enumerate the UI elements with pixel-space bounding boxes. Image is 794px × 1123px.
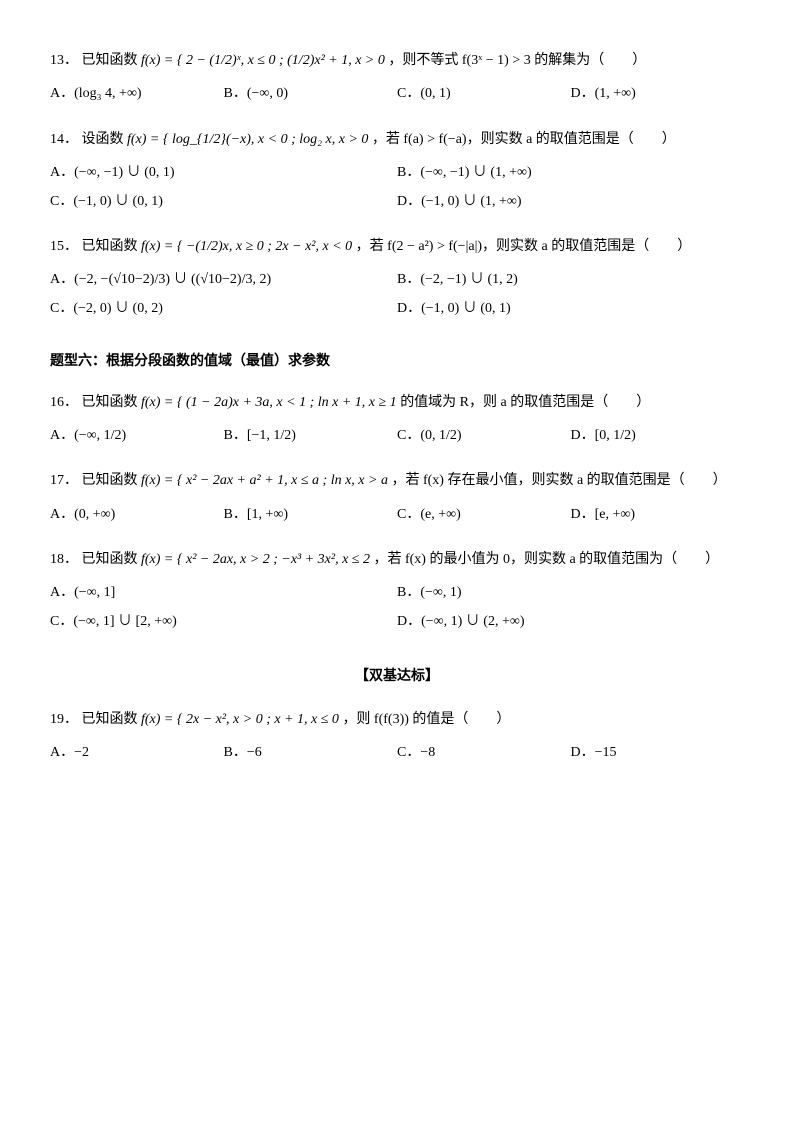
- option-a: A．(0, +∞): [50, 501, 224, 529]
- question-14-options: A．(−∞, −1) ∪ (0, 1) B．(−∞, −1) ∪ (1, +∞)…: [50, 159, 744, 216]
- question-15: 15． 已知函数 f(x) = { −(1/2)x, x ≥ 0 ; 2x − …: [50, 236, 744, 323]
- option-b: B．(−∞, 1): [397, 579, 744, 607]
- question-16-options: A．(−∞, 1/2) B．[−1, 1/2) C．(0, 1/2) D．[0,…: [50, 422, 744, 450]
- option-c: C．(−∞, 1] ∪ [2, +∞): [50, 608, 397, 636]
- question-13: 13． 已知函数 f(x) = { 2 − (1/2)ˣ, x ≤ 0 ; (1…: [50, 50, 744, 109]
- question-15-stem: 15． 已知函数 f(x) = { −(1/2)x, x ≥ 0 ; 2x − …: [50, 236, 744, 258]
- question-19-stem: 19． 已知函数 f(x) = { 2x − x², x > 0 ; x + 1…: [50, 709, 744, 731]
- question-16: 16． 已知函数 f(x) = { (1 − 2a)x + 3a, x < 1 …: [50, 392, 744, 451]
- option-d: D．[e, +∞): [571, 501, 745, 529]
- option-c: C．(−1, 0) ∪ (0, 1): [50, 188, 397, 216]
- piecewise-function: f(x) = { (1 − 2a)x + 3a, x < 1 ; ln x + …: [141, 395, 397, 410]
- piecewise-function: f(x) = { log_{1/2}(−x), x < 0 ; log₂ x, …: [127, 132, 368, 147]
- question-number: 13．: [50, 53, 78, 68]
- question-number: 18．: [50, 552, 78, 567]
- option-a: A．(−∞, 1/2): [50, 422, 224, 450]
- stem-text-pre: 已知函数: [82, 395, 142, 410]
- question-18-options: A．(−∞, 1] B．(−∞, 1) C．(−∞, 1] ∪ [2, +∞) …: [50, 579, 744, 636]
- option-b: B．(−∞, −1) ∪ (1, +∞): [397, 159, 744, 187]
- stem-text-pre: 已知函数: [82, 712, 142, 727]
- question-19: 19． 已知函数 f(x) = { 2x − x², x > 0 ; x + 1…: [50, 709, 744, 768]
- stem-text-pre: 设函数: [82, 132, 128, 147]
- question-19-options: A．−2 B．−6 C．−8 D．−15: [50, 739, 744, 767]
- option-d: D．−15: [571, 739, 745, 767]
- double-base-title: 【双基达标】: [50, 666, 744, 688]
- option-d: D．(−1, 0) ∪ (0, 1): [397, 295, 744, 323]
- question-number: 15．: [50, 239, 78, 254]
- option-a: A．(−2, −(√10−2)/3) ∪ ((√10−2)/3, 2): [50, 266, 397, 294]
- question-17: 17． 已知函数 f(x) = { x² − 2ax + a² + 1, x ≤…: [50, 470, 744, 529]
- option-d: D．(−1, 0) ∪ (1, +∞): [397, 188, 744, 216]
- option-c: C．(0, 1/2): [397, 422, 571, 450]
- question-17-options: A．(0, +∞) B．[1, +∞) C．(e, +∞) D．[e, +∞): [50, 501, 744, 529]
- question-14: 14． 设函数 f(x) = { log_{1/2}(−x), x < 0 ; …: [50, 129, 744, 216]
- stem-text-pre: 已知函数: [82, 473, 142, 488]
- section-title-6: 题型六：根据分段函数的值域（最值）求参数: [50, 351, 744, 373]
- piecewise-function: f(x) = { −(1/2)x, x ≥ 0 ; 2x − x², x < 0: [141, 239, 352, 254]
- stem-text-pre: 已知函数: [82, 552, 142, 567]
- option-b: B．(−2, −1) ∪ (1, 2): [397, 266, 744, 294]
- option-b: B．[1, +∞): [224, 501, 398, 529]
- question-13-stem: 13． 已知函数 f(x) = { 2 − (1/2)ˣ, x ≤ 0 ; (1…: [50, 50, 744, 72]
- option-a: A．(log₃ 4, +∞): [50, 80, 224, 108]
- option-b: B．(−∞, 0): [224, 80, 398, 108]
- option-a: A．−2: [50, 739, 224, 767]
- question-15-options: A．(−2, −(√10−2)/3) ∪ ((√10−2)/3, 2) B．(−…: [50, 266, 744, 323]
- question-18: 18． 已知函数 f(x) = { x² − 2ax, x > 2 ; −x³ …: [50, 549, 744, 636]
- question-number: 14．: [50, 132, 78, 147]
- question-number: 17．: [50, 473, 78, 488]
- question-17-stem: 17． 已知函数 f(x) = { x² − 2ax + a² + 1, x ≤…: [50, 470, 744, 492]
- stem-text-post: ，若 f(a) > f(−a)，则实数 a 的取值范围是（ ）: [372, 132, 676, 147]
- option-b: B．[−1, 1/2): [224, 422, 398, 450]
- option-c: C．(−2, 0) ∪ (0, 2): [50, 295, 397, 323]
- option-b: B．−6: [224, 739, 398, 767]
- stem-text-pre: 已知函数: [82, 53, 142, 68]
- option-d: D．(1, +∞): [571, 80, 745, 108]
- option-d: D．[0, 1/2): [571, 422, 745, 450]
- question-number: 16．: [50, 395, 78, 410]
- stem-text-post: ，若 f(x) 的最小值为 0，则实数 a 的取值范围为（ ）: [373, 552, 719, 567]
- question-14-stem: 14． 设函数 f(x) = { log_{1/2}(−x), x < 0 ; …: [50, 129, 744, 151]
- piecewise-function: f(x) = { x² − 2ax + a² + 1, x ≤ a ; ln x…: [141, 473, 388, 488]
- stem-text-post: ，若 f(x) 存在最小值，则实数 a 的取值范围是（ ）: [391, 473, 726, 488]
- stem-text-post: ，则不等式 f(3ˣ − 1) > 3 的解集为（ ）: [388, 53, 646, 68]
- option-c: C．−8: [397, 739, 571, 767]
- option-a: A．(−∞, −1) ∪ (0, 1): [50, 159, 397, 187]
- question-number: 19．: [50, 712, 78, 727]
- question-16-stem: 16． 已知函数 f(x) = { (1 − 2a)x + 3a, x < 1 …: [50, 392, 744, 414]
- stem-text-pre: 已知函数: [82, 239, 142, 254]
- option-a: A．(−∞, 1]: [50, 579, 397, 607]
- stem-text-post: ，则 f(f(3)) 的值是（ ）: [342, 712, 510, 727]
- stem-text-post: 的值域为 R，则 a 的取值范围是（ ）: [400, 395, 650, 410]
- piecewise-function: f(x) = { x² − 2ax, x > 2 ; −x³ + 3x², x …: [141, 552, 370, 567]
- option-c: C．(e, +∞): [397, 501, 571, 529]
- question-13-options: A．(log₃ 4, +∞) B．(−∞, 0) C．(0, 1) D．(1, …: [50, 80, 744, 108]
- stem-text-post: ，若 f(2 − a²) > f(−|a|)，则实数 a 的取值范围是（ ）: [356, 239, 692, 254]
- piecewise-function: f(x) = { 2 − (1/2)ˣ, x ≤ 0 ; (1/2)x² + 1…: [141, 53, 385, 68]
- question-18-stem: 18． 已知函数 f(x) = { x² − 2ax, x > 2 ; −x³ …: [50, 549, 744, 571]
- option-d: D．(−∞, 1) ∪ (2, +∞): [397, 608, 744, 636]
- option-c: C．(0, 1): [397, 80, 571, 108]
- piecewise-function: f(x) = { 2x − x², x > 0 ; x + 1, x ≤ 0: [141, 712, 339, 727]
